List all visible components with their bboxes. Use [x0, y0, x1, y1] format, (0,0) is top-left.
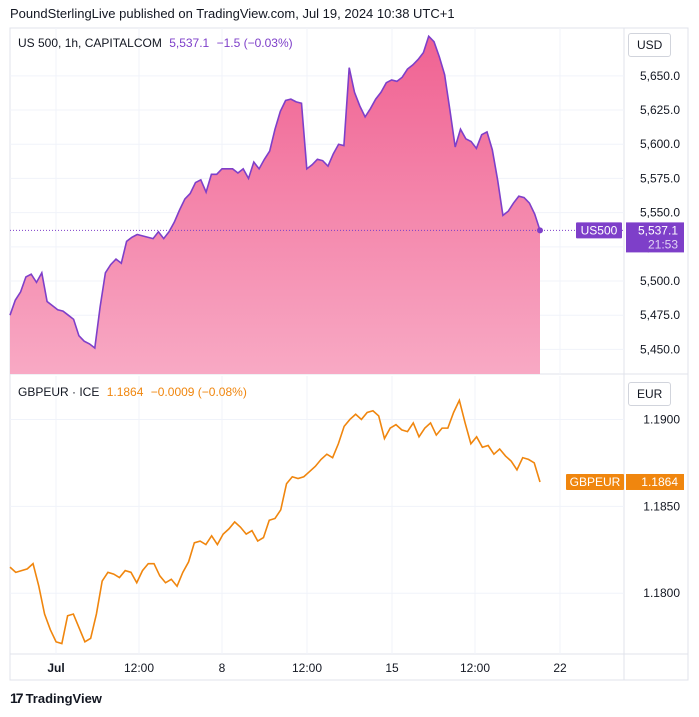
price-tick-label: 1.1900 [643, 412, 680, 426]
gbpeur-tag-bg [566, 473, 624, 490]
price-tick-label: 1.1800 [643, 586, 680, 600]
time-tick-label: 12:00 [124, 661, 154, 675]
price-tick-label: 5,550.0 [640, 206, 680, 220]
publish-header: PoundSterlingLive published on TradingVi… [10, 6, 455, 21]
gbpeur-axis-tag-bg [626, 473, 684, 490]
price-tick-label: 5,450.0 [640, 342, 680, 356]
tradingview-logo[interactable]: 17 TradingView [10, 690, 102, 706]
us500-area [10, 36, 540, 374]
us500-axis-tag-value: 5,537.1 [638, 223, 678, 237]
gbpeur-tag-text: GBPEUR [570, 475, 621, 489]
time-tick-label: 15 [385, 661, 399, 675]
time-tick-label: 12:00 [460, 661, 490, 675]
price-tick-label: 1.1850 [643, 499, 680, 513]
us500-axis-tag-countdown: 21:53 [648, 237, 678, 251]
us500-plot [9, 34, 624, 374]
price-tags: US500 5,537.121:53 GBPEUR 1.1864 [566, 222, 684, 490]
gbpeur-plot [9, 397, 541, 645]
price-tick-label: 5,650.0 [640, 69, 680, 83]
gbpeur-symbol: GBPEUR · ICE [18, 385, 100, 399]
gbpeur-legend: GBPEUR · ICE 1.1864 −0.0009 (−0.08%) [18, 385, 251, 399]
us500-last-point [537, 227, 543, 234]
time-tick-label: Jul [47, 661, 64, 675]
gbpeur-axis-tag-value: 1.1864 [641, 475, 678, 489]
time-tick-label: 8 [219, 661, 226, 675]
gbpeur-change: −0.0009 (−0.08%) [150, 385, 247, 399]
price-tick-label: 5,475.0 [640, 308, 680, 322]
us500-symbol: US 500, 1h, CAPITALCOM [18, 36, 162, 50]
time-tick-label: 22 [553, 661, 567, 675]
time-axis: Jul 12:00 8 12:00 15 12:00 22 [47, 661, 567, 675]
us500-last: 5,537.1 [169, 36, 210, 50]
price-tick-label: 5,575.0 [640, 171, 680, 185]
price-tick-label: 5,625.0 [640, 103, 680, 117]
tv-logo-icon: 17 [10, 690, 24, 706]
us500-tag-text: US500 [581, 223, 618, 237]
us500-change: −1.5 (−0.03%) [216, 36, 293, 50]
us500-tag-bg [576, 222, 622, 239]
gbpeur-grid [10, 376, 624, 654]
us500-line [9, 34, 541, 350]
us500-legend: US 500, 1h, CAPITALCOM 5,537.1 −1.5 (−0.… [18, 36, 297, 50]
price-tick-label: 5,500.0 [640, 274, 680, 288]
gbpeur-line [9, 397, 541, 645]
us500-currency-button[interactable]: USD [628, 33, 672, 57]
price-tick-label: 5,600.0 [640, 137, 680, 151]
gbpeur-last: 1.1864 [106, 385, 144, 399]
us500-price-axis: 5,450.05,475.05,500.05,525.05,550.05,575… [640, 69, 680, 357]
gbpeur-currency-button[interactable]: EUR [628, 382, 672, 406]
gbpeur-price-axis: 1.1800 1.1850 1.1900 [643, 412, 680, 600]
us500-axis-tag-bg [626, 222, 684, 253]
time-tick-label: 12:00 [292, 661, 322, 675]
tv-brand: TradingView [25, 690, 102, 706]
